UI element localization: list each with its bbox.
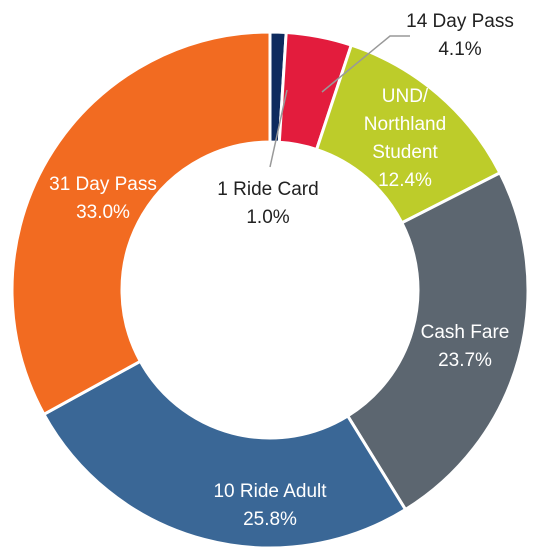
leader-line (269, 89, 288, 168)
label-line: 14 Day Pass (406, 11, 514, 32)
category-label: 10 Ride Adult (213, 481, 327, 502)
label-line: UND/ (382, 86, 429, 107)
label-line: 10 Ride Adult (213, 481, 327, 502)
category-label: UND/Northland Student (364, 86, 446, 163)
value-label: 4.1% (438, 39, 481, 60)
label-line: Student (372, 142, 438, 163)
donut-segment (10, 30, 272, 417)
label-line: 31 Day Pass (49, 174, 157, 195)
category-label: 1 Ride Card (217, 179, 318, 200)
value-label: 23.7% (438, 350, 492, 371)
category-label: Cash Fare (421, 322, 510, 343)
leader-line (321, 35, 410, 93)
donut-segment (345, 170, 530, 512)
category-label: 31 Day Pass (49, 174, 157, 195)
label-line: 1 Ride Card (217, 179, 318, 200)
value-label: 33.0% (76, 202, 130, 223)
value-label: 1.0% (246, 207, 289, 228)
category-label: 14 Day Pass (406, 11, 514, 32)
donut-segment (41, 359, 408, 550)
value-label: 12.4% (378, 170, 432, 191)
label-line: Cash Fare (421, 322, 510, 343)
label-line: Northland (364, 114, 446, 135)
value-label: 25.8% (243, 509, 297, 530)
